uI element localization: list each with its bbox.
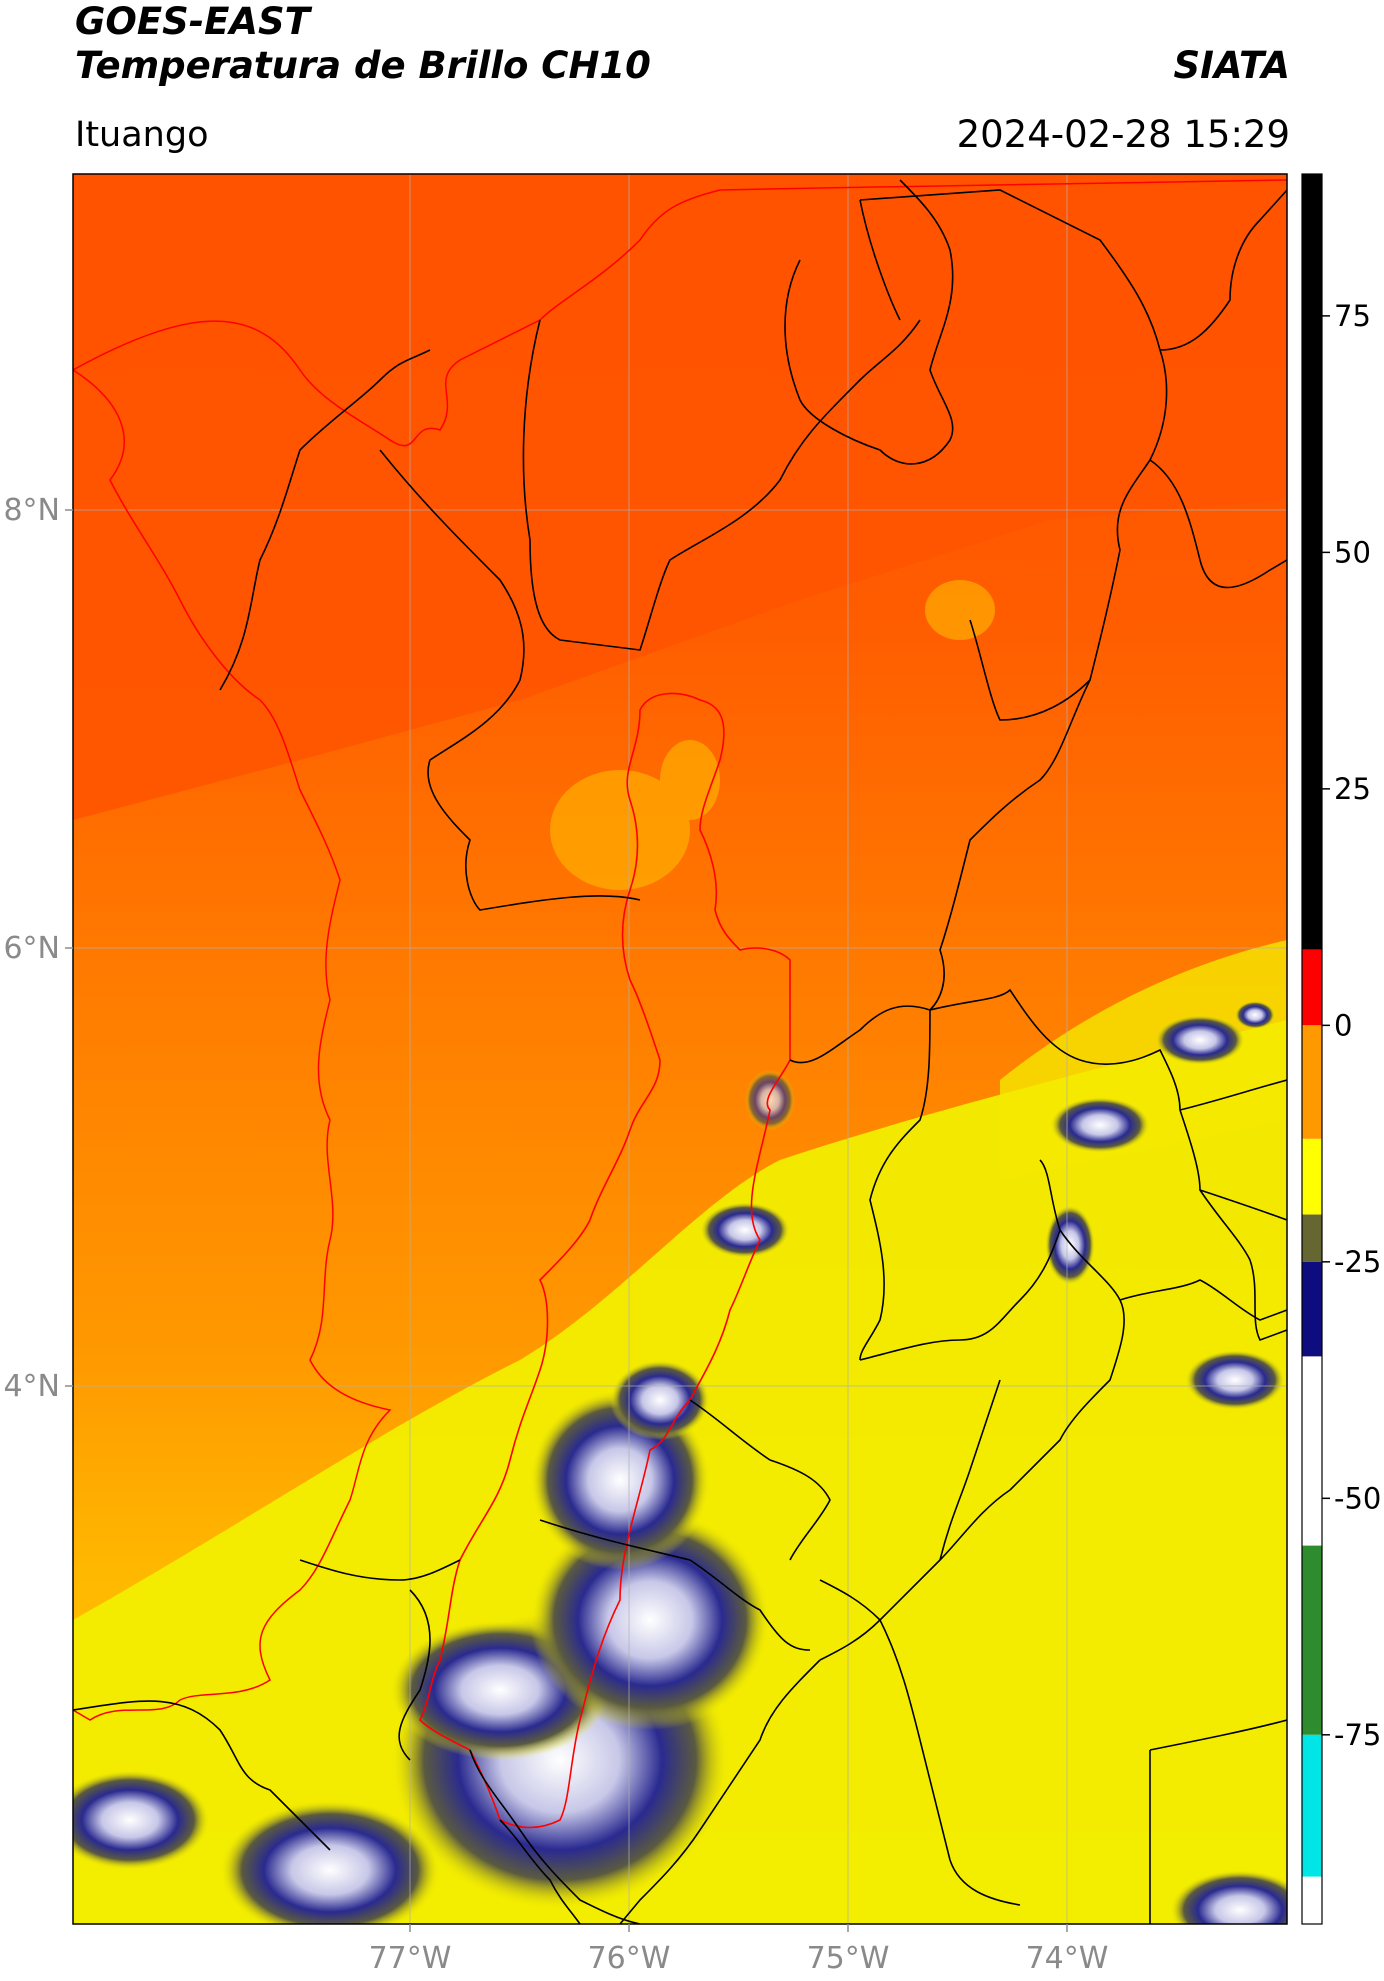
colorbar-segment <box>1302 1214 1322 1262</box>
product-title: Temperatura de Brillo CH10 <box>75 44 651 87</box>
colorbar-tick-label: 75 <box>1334 299 1371 333</box>
colorbar-frame <box>1301 173 1323 1925</box>
colorbar-segment <box>1302 1734 1322 1877</box>
ituango-basin-outline <box>419 692 791 1829</box>
coastline <box>73 179 1287 1721</box>
lon-label-77w: 77°W <box>369 1941 452 1976</box>
lon-label-76w: 76°W <box>588 1941 671 1976</box>
lon-label-74w: 74°W <box>1026 1941 1109 1976</box>
colorbar-tick-label: 25 <box>1334 772 1371 806</box>
colorbar-segment <box>1302 949 1322 1026</box>
temperature-colorbar: 75 50 25 0 -25 -50 -75 <box>1301 173 1381 1925</box>
colorbar-segment <box>1302 1138 1322 1215</box>
map-frame <box>72 173 1288 1925</box>
colorbar-tick-label: 50 <box>1334 535 1371 569</box>
convective-cloud-clusters <box>73 1001 1287 1924</box>
colorbar-tick-label: -25 <box>1334 1245 1381 1279</box>
lat-label-6n: 6°N <box>3 931 60 966</box>
lat-label-4n: 4°N <box>3 1369 60 1404</box>
colorbar-segment <box>1302 1025 1322 1139</box>
graticule <box>73 174 1287 1924</box>
satellite-title: GOES-EAST <box>75 0 310 43</box>
latitude-axis: 8°N 6°N 4°N <box>3 493 73 1404</box>
region-label: Ituango <box>75 115 209 155</box>
administrative-borders <box>73 179 1287 1924</box>
lat-label-8n: 8°N <box>3 493 60 528</box>
colorbar-segment <box>1302 1261 1322 1357</box>
colorbar-tick-label: 0 <box>1334 1008 1352 1042</box>
warm-region <box>73 174 1287 820</box>
colorbar-tick-label: -75 <box>1334 1718 1381 1752</box>
longitude-axis: 77°W 76°W 75°W 74°W <box>369 1924 1109 1976</box>
lon-label-75w: 75°W <box>807 1941 890 1976</box>
datetime-label: 2024-02-28 15:29 <box>956 113 1290 156</box>
colorbar-segment <box>1302 174 1322 950</box>
satellite-imagery <box>73 174 1287 1924</box>
colorbar-tick-label: -50 <box>1334 1481 1381 1515</box>
colorbar-segment <box>1302 1876 1322 1924</box>
colorbar-segment <box>1302 1356 1322 1546</box>
mid-level-patches <box>550 580 995 890</box>
colorbar-segment <box>1302 1545 1322 1735</box>
institution-label: SIATA <box>1173 44 1290 87</box>
